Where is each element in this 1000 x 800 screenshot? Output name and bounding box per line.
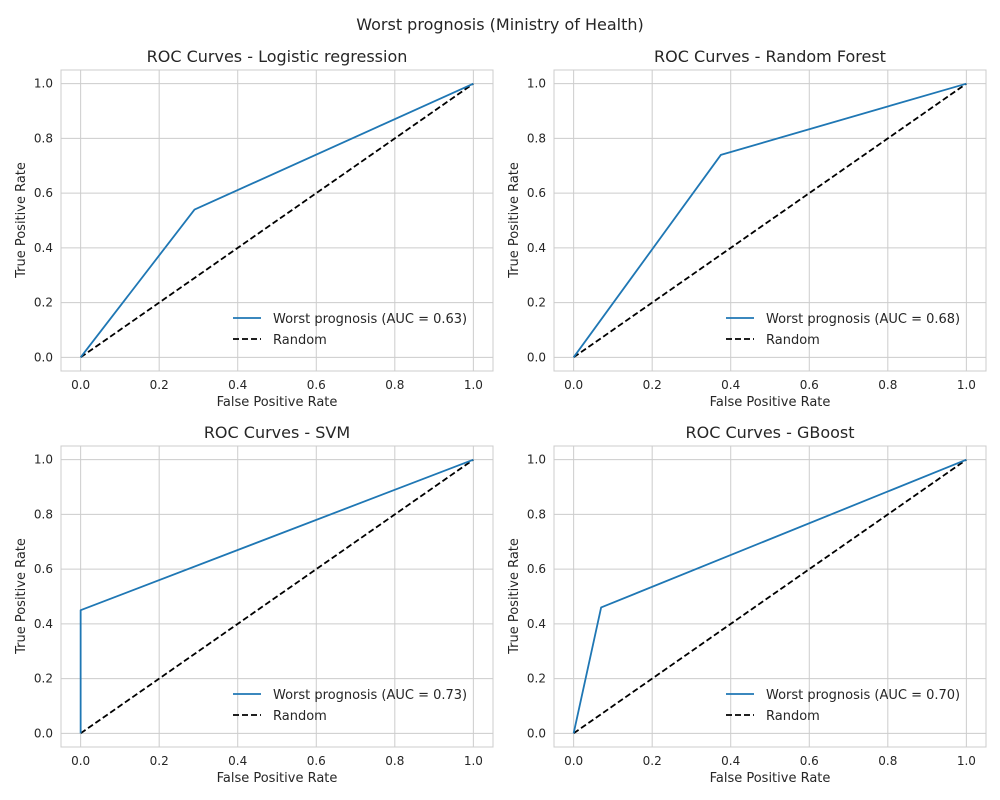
x-axis-label: False Positive Rate	[217, 395, 338, 410]
plot-area: 0.0 0.2 0.4 0.6 0.8 1.0 0.0 0.2 0.4 0.6 0.8 1.0 Wors…	[527, 445, 987, 768]
y-tick-label: 0.0	[34, 350, 53, 364]
x-tick-label: 0.4	[721, 378, 740, 392]
chart-panel-svm: ROC Curves - SVM 0.0 0.2 0.4 0.6 0.8 1.00.00.…	[14, 423, 494, 786]
x-tick-label: 0.6	[307, 754, 326, 768]
y-tick-label: 0.8	[527, 131, 546, 145]
y-tick-label: 0.2	[34, 296, 53, 310]
y-tick-label: 0.0	[527, 726, 546, 740]
x-tick-label: 0.4	[228, 378, 247, 392]
legend: Worst prognosis (AUC = 0.68) Random	[726, 312, 960, 348]
axes-frame	[60, 69, 494, 372]
y-tick-label: 0.4	[527, 241, 546, 255]
chart-panel-gboost: ROC Curves - GBoost 0.0 0.2 0.4 0.6 0.8 1.00.…	[507, 423, 987, 786]
random-baseline-line	[573, 82, 967, 359]
roc-curve-line	[79, 458, 474, 734]
legend: Worst prognosis (AUC = 0.70) Random	[726, 688, 960, 724]
figure-suptitle: Worst prognosis (Ministry of Health)	[356, 15, 644, 34]
chart-panel-random-forest: ROC Curves - Random Forest 0.0 0.2 0.4 0.6 0…	[507, 47, 987, 410]
y-tick-label: 0.4	[34, 241, 53, 255]
y-tick-label: 0.0	[527, 350, 546, 364]
y-axis-label: True Positive Rate	[14, 538, 29, 655]
y-tick-label: 0.2	[34, 672, 53, 686]
y-tick-label: 1.0	[34, 77, 53, 91]
x-tick-label: 1.0	[957, 378, 976, 392]
y-axis-label: True Positive Rate	[507, 162, 522, 279]
legend: Worst prognosis (AUC = 0.73) Random	[233, 688, 467, 724]
legend-label: Random	[766, 333, 820, 348]
y-tick-label: 0.4	[34, 617, 53, 631]
legend-label: Worst prognosis (AUC = 0.73)	[273, 688, 467, 703]
axes-frame	[553, 69, 987, 372]
y-tick-label: 1.0	[527, 77, 546, 91]
plot-area: 0.0 0.2 0.4 0.6 0.8 1.0 0.0 0.2 0.4 0.6 0.8 1.0 Wors…	[34, 445, 494, 768]
roc-curve-line	[572, 458, 967, 734]
x-tick-label: 0.8	[878, 754, 897, 768]
x-tick-label: 0.2	[150, 378, 169, 392]
x-tick-label: 0.2	[643, 754, 662, 768]
x-axis-label: False Positive Rate	[217, 771, 338, 786]
plot-area: 0.0 0.2 0.4 0.6 0.8 1.0 0.0 0.2 0.4 0.6 0.8 1.0 Wors…	[527, 69, 987, 392]
y-tick-label: 1.0	[34, 453, 53, 467]
y-tick-label: 0.0	[34, 726, 53, 740]
legend-label: Random	[766, 709, 820, 724]
random-baseline-line	[80, 82, 474, 359]
y-tick-label: 0.6	[34, 562, 53, 576]
x-tick-label: 1.0	[464, 754, 483, 768]
x-axis-label: False Positive Rate	[710, 771, 831, 786]
chart-title: ROC Curves - SVM	[204, 423, 350, 442]
x-tick-label: 0.2	[150, 754, 169, 768]
legend-label: Random	[273, 333, 327, 348]
y-tick-label: 1.0	[527, 453, 546, 467]
y-axis-label: True Positive Rate	[14, 162, 29, 279]
x-tick-label: 1.0	[957, 754, 976, 768]
axes-frame	[60, 445, 494, 748]
x-tick-label: 0.6	[800, 378, 819, 392]
y-tick-label: 0.8	[34, 507, 53, 521]
x-tick-label: 0.6	[307, 378, 326, 392]
x-tick-label: 0.0	[71, 378, 90, 392]
x-tick-label: 0.4	[228, 754, 247, 768]
y-tick-label: 0.8	[527, 507, 546, 521]
y-tick-label: 0.2	[527, 296, 546, 310]
x-tick-label: 0.8	[385, 754, 404, 768]
chart-title: ROC Curves - Logistic regression	[147, 47, 408, 66]
x-tick-label: 0.8	[878, 378, 897, 392]
random-baseline-line	[573, 458, 967, 735]
x-tick-label: 0.0	[564, 378, 583, 392]
roc-curve-line	[572, 82, 967, 358]
chart-title: ROC Curves - GBoost	[685, 423, 854, 442]
chart-title: ROC Curves - Random Forest	[654, 47, 886, 66]
y-tick-label: 0.6	[34, 186, 53, 200]
legend-label: Worst prognosis (AUC = 0.70)	[766, 688, 960, 703]
y-tick-label: 0.4	[527, 617, 546, 631]
roc-curve-line	[79, 82, 474, 358]
legend-label: Random	[273, 709, 327, 724]
legend-label: Worst prognosis (AUC = 0.63)	[273, 312, 467, 327]
random-baseline-line	[80, 458, 474, 735]
y-tick-label: 0.8	[34, 131, 53, 145]
y-tick-label: 0.6	[527, 562, 546, 576]
x-tick-label: 0.4	[721, 754, 740, 768]
plot-area: 0.0 0.2 0.4 0.6 0.8 1.0 0.0 0.2 0.4 0.6 0.8 1.0 Wors…	[34, 69, 494, 392]
legend: Worst prognosis (AUC = 0.63) Random	[233, 312, 467, 348]
y-tick-label: 0.6	[527, 186, 546, 200]
x-tick-label: 0.8	[385, 378, 404, 392]
y-axis-label: True Positive Rate	[507, 538, 522, 655]
x-axis-label: False Positive Rate	[710, 395, 831, 410]
axes-frame	[553, 445, 987, 748]
x-tick-label: 0.2	[643, 378, 662, 392]
x-tick-label: 0.6	[800, 754, 819, 768]
x-tick-label: 0.0	[564, 754, 583, 768]
y-tick-label: 0.2	[527, 672, 546, 686]
legend-label: Worst prognosis (AUC = 0.68)	[766, 312, 960, 327]
chart-panel-logistic-regression: ROC Curves - Logistic regression 0.0 0.2 0…	[14, 47, 494, 410]
x-tick-label: 0.0	[71, 754, 90, 768]
x-tick-label: 1.0	[464, 378, 483, 392]
